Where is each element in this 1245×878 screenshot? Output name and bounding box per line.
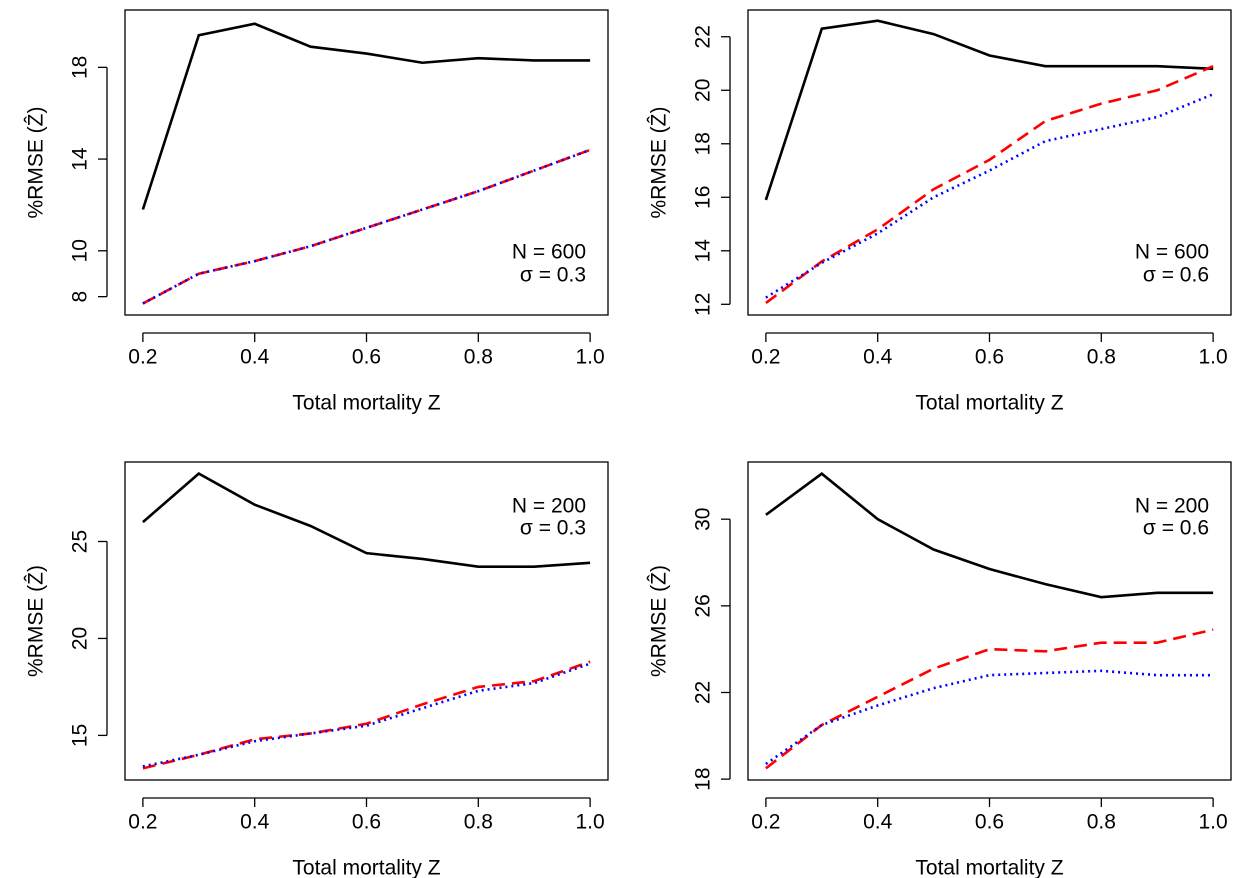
y-tick-label: 16	[692, 186, 715, 209]
plot-frame	[124, 461, 609, 781]
y-tick-label: 8	[69, 291, 92, 303]
y-tick-label: 20	[69, 627, 92, 650]
y-tick-label: 20	[692, 79, 715, 102]
x-tick-label: 1.0	[1199, 346, 1228, 369]
x-axis-label: Total mortality Z	[915, 392, 1063, 415]
x-tick-label: 1.0	[1199, 811, 1228, 834]
x-axis-label: Total mortality Z	[915, 857, 1063, 878]
annotation: σ = 0.6	[1143, 264, 1209, 287]
panel: 0.2 0.4 0.6 0.8 1.0 Total mortality Z 12 14 16 18…	[648, 9, 1232, 415]
y-tick-label: 12	[692, 293, 715, 316]
x-tick-label: 0.2	[128, 811, 157, 834]
x-tick-label: 0.6	[352, 346, 381, 369]
x-tick-label: 0.8	[464, 346, 493, 369]
series-line	[142, 660, 591, 770]
series-line	[142, 472, 591, 569]
x-tick-label: 0.4	[240, 811, 270, 834]
series-line	[765, 64, 1214, 305]
y-tick-label: 18	[692, 132, 715, 155]
y-tick-label: 14	[69, 147, 92, 171]
y-tick-label: 22	[692, 25, 715, 48]
plot-frame	[747, 9, 1232, 316]
x-tick-label: 0.2	[128, 346, 157, 369]
series-line	[765, 472, 1214, 599]
y-tick-label: 15	[69, 724, 92, 747]
y-tick-label: 10	[69, 239, 92, 262]
x-tick-label: 0.6	[352, 811, 381, 834]
y-tick-label: 18	[69, 56, 92, 79]
annotation: σ = 0.3	[520, 264, 586, 287]
x-tick-label: 0.2	[751, 346, 780, 369]
annotation: N = 200	[1135, 495, 1209, 518]
x-tick-label: 0.4	[240, 346, 270, 369]
y-tick-label: 26	[692, 594, 715, 617]
panel: 0.2 0.4 0.6 0.8 1.0 Total mortality Z 18 22 26 30…	[648, 461, 1232, 878]
plot-frame	[747, 461, 1232, 781]
series-line	[765, 628, 1214, 770]
y-tick-label: 30	[692, 508, 715, 531]
y-tick-label: 22	[692, 681, 715, 704]
y-tick-label: 18	[692, 767, 715, 790]
x-tick-label: 0.8	[464, 811, 493, 834]
annotation: N = 600	[1135, 241, 1209, 264]
x-tick-label: 0.8	[1087, 346, 1116, 369]
series-line	[141, 22, 591, 210]
annotation: N = 200	[512, 495, 586, 518]
annotation: σ = 0.3	[520, 517, 586, 540]
x-tick-label: 0.8	[1087, 811, 1116, 834]
x-tick-label: 1.0	[576, 346, 605, 369]
plot-frame	[124, 9, 609, 316]
panel: 0.2 0.4 0.6 0.8 1.0 Total mortality Z 15 20 25 %R…	[25, 461, 609, 878]
y-axis-label: %RMSE (Ẑ)	[648, 107, 671, 219]
y-axis-label: %RMSE (Ẑ)	[25, 565, 48, 677]
x-tick-label: 0.4	[863, 346, 893, 369]
panel: 0.2 0.4 0.6 0.8 1.0 Total mortality Z 8 10 14 18%…	[25, 9, 609, 415]
y-axis-label: %RMSE (Ẑ)	[648, 565, 671, 677]
x-tick-label: 0.4	[863, 811, 893, 834]
y-tick-label: 14	[692, 239, 715, 263]
x-tick-label: 1.0	[576, 811, 605, 834]
series-line	[764, 19, 1214, 201]
series-line	[142, 148, 591, 305]
x-tick-label: 0.2	[751, 811, 780, 834]
x-axis-label: Total mortality Z	[292, 857, 440, 878]
series-line	[765, 669, 1214, 766]
x-axis-label: Total mortality Z	[292, 392, 440, 415]
y-axis-label: %RMSE (Ẑ)	[25, 107, 48, 219]
annotation: σ = 0.6	[1143, 517, 1209, 540]
y-tick-label: 25	[69, 530, 92, 553]
x-tick-label: 0.6	[975, 811, 1004, 834]
annotation: N = 600	[512, 241, 586, 264]
x-tick-label: 0.6	[975, 346, 1004, 369]
